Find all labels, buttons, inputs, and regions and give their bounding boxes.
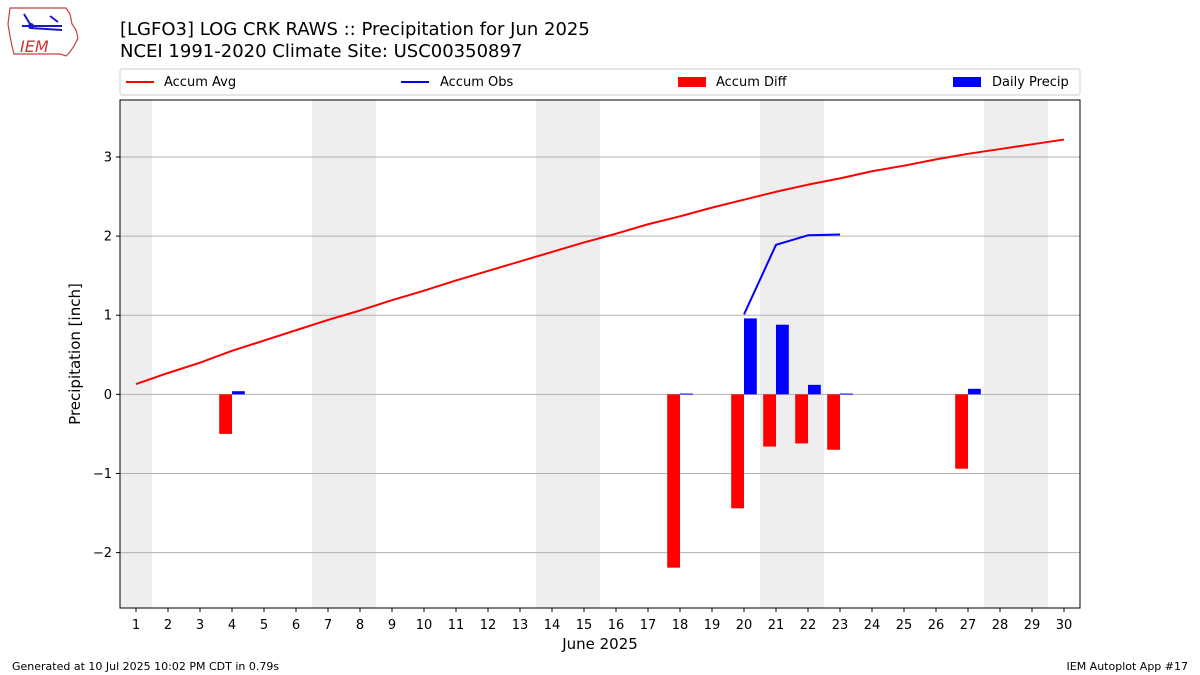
footer-generated: Generated at 10 Jul 2025 10:02 PM CDT in… [12, 660, 279, 673]
x-tick-label: 5 [260, 618, 268, 633]
legend: Accum Avg Accum Obs Accum Diff Daily Pre… [119, 68, 1081, 96]
legend-label-accum-obs: Accum Obs [440, 75, 513, 90]
chart-subtitle: NCEI 1991-2020 Climate Site: USC00350897 [120, 41, 522, 62]
bar-daily-precip-day-27 [968, 388, 981, 395]
iowa-state-outline [7, 7, 79, 57]
weekend-shade-day-7 [312, 100, 344, 608]
x-tick-label: 8 [356, 618, 364, 633]
bars [219, 318, 981, 568]
weekend-shade-day-14 [536, 100, 568, 608]
bar-accum-diff-day-22 [795, 394, 808, 444]
x-tick-label: 16 [608, 618, 625, 633]
bar-daily-precip-day-21 [776, 324, 789, 395]
footer-app-id: IEM Autoplot App #17 [1067, 660, 1189, 673]
x-tick-label: 22 [800, 618, 817, 633]
legend-swatch-daily-precip [953, 77, 981, 87]
x-tick-label: 25 [896, 618, 913, 633]
x-tick-label: 6 [292, 618, 300, 633]
x-tick-label: 3 [196, 618, 204, 633]
x-tick-label: 23 [832, 618, 849, 633]
x-tick-label: 26 [928, 618, 945, 633]
iem-logo: IEM [7, 7, 79, 57]
x-tick-label: 14 [544, 618, 561, 633]
y-tick-label: 3 [104, 150, 112, 165]
bar-accum-diff-day-4 [219, 394, 232, 434]
legend-label-accum-diff: Accum Diff [716, 75, 788, 90]
y-tick-label: 2 [104, 230, 112, 245]
anemometer-icon [28, 23, 34, 29]
y-tick-label: 1 [104, 309, 112, 324]
legend-label-accum-avg: Accum Avg [164, 75, 236, 90]
weekend-shade-day-29 [1016, 100, 1048, 608]
lines [135, 138, 1065, 386]
x-axis: 1 2 3 4 5 6 7 8 9 10 11 12 13 14 15 16 17 18 19 20 21 22 23 24 2… [132, 608, 1072, 633]
weekend-shade-day-1 [120, 100, 152, 608]
bar-accum-diff-day-21 [763, 394, 776, 447]
bar-accum-diff-day-23 [827, 394, 840, 450]
x-tick-label: 28 [992, 618, 1009, 633]
weather-vane-icon [22, 13, 63, 31]
weekend-shade-day-8 [344, 100, 376, 608]
plot-frame [119, 99, 1081, 609]
x-tick-label: 10 [416, 618, 433, 633]
y-tick-label: −2 [93, 546, 112, 561]
x-tick-label: 9 [388, 618, 396, 633]
x-tick-label: 21 [768, 618, 785, 633]
bar-daily-precip-day-4 [232, 391, 245, 395]
bar-accum-diff-day-27 [955, 394, 968, 469]
y-gridlines [120, 156, 1080, 554]
bar-accum-diff-day-18 [667, 394, 680, 568]
x-tick-label: 1 [132, 618, 140, 633]
x-tick-label: 4 [228, 618, 236, 633]
legend-frame [119, 68, 1081, 96]
x-tick-label: 12 [480, 618, 497, 633]
bar-daily-precip-day-18 [680, 393, 693, 395]
x-tick-label: 29 [1024, 618, 1041, 633]
weekend-shade-day-22 [792, 100, 824, 608]
x-tick-label: 18 [672, 618, 689, 633]
weekend-shading [120, 100, 1048, 608]
y-tick-label: −1 [93, 467, 112, 482]
x-tick-label: 17 [640, 618, 657, 633]
x-tick-label: 2 [164, 618, 172, 633]
bar-accum-diff-day-20 [731, 394, 744, 509]
x-tick-label: 19 [704, 618, 721, 633]
weekend-shade-day-15 [568, 100, 600, 608]
y-axis-label: Precipitation [inch] [66, 283, 84, 425]
line-accum-obs [743, 233, 841, 315]
bar-daily-precip-day-20 [744, 318, 757, 395]
line-accum-avg [135, 138, 1065, 386]
x-tick-label: 7 [324, 618, 332, 633]
bar-daily-precip-day-22 [808, 384, 821, 395]
weekend-shade-day-28 [984, 100, 1016, 608]
logo-text: IEM [20, 37, 49, 56]
x-tick-label: 20 [736, 618, 753, 633]
x-tick-label: 24 [864, 618, 881, 633]
y-tick-label: 0 [104, 388, 112, 403]
x-tick-label: 11 [448, 618, 465, 633]
x-tick-label: 30 [1056, 618, 1073, 633]
legend-swatch-accum-diff [678, 77, 706, 87]
x-tick-label: 15 [576, 618, 593, 633]
x-tick-label: 13 [512, 618, 529, 633]
x-tick-label: 27 [960, 618, 977, 633]
bar-daily-precip-day-23 [840, 393, 853, 395]
x-axis-label: June 2025 [561, 635, 638, 653]
y-axis: −2 −1 0 1 2 3 [93, 150, 120, 561]
chart-title: [LGFO3] LOG CRK RAWS :: Precipitation fo… [120, 19, 590, 40]
legend-label-daily-precip: Daily Precip [992, 75, 1069, 90]
